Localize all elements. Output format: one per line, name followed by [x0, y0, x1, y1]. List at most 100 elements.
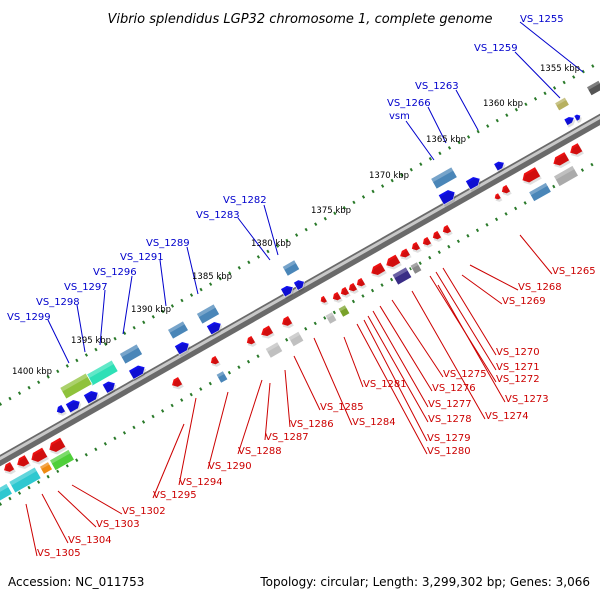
gene-feature-box[interactable] — [281, 259, 301, 277]
reverse-gene-label[interactable]: VS_1295 — [153, 490, 197, 501]
reverse-gene-arrow[interactable] — [551, 151, 571, 171]
reverse-gene-label[interactable]: VS_1304 — [68, 535, 112, 546]
reverse-gene-label[interactable]: VS_1272 — [496, 374, 540, 385]
gene-feature-box[interactable] — [118, 343, 144, 365]
reverse-gene-arrow[interactable] — [441, 224, 453, 238]
gene-feature-box[interactable] — [337, 304, 351, 318]
gene-feature-box[interactable] — [287, 330, 305, 348]
forward-gene-label[interactable]: VS_1283 — [196, 210, 240, 221]
forward-gene-label[interactable]: vsm — [389, 111, 410, 122]
reverse-gene-label[interactable]: VS_1273 — [505, 394, 549, 405]
reverse-gene-label[interactable]: VS_1286 — [290, 419, 334, 430]
forward-gene-arrow[interactable] — [83, 388, 101, 406]
forward-gene-arrow[interactable] — [128, 363, 149, 382]
gene-feature-box[interactable] — [85, 359, 119, 387]
reverse-gene-label[interactable]: VS_1287 — [265, 432, 309, 443]
forward-gene-label[interactable]: VS_1298 — [36, 297, 80, 308]
reverse-gene-arrow[interactable] — [421, 236, 433, 250]
reverse-gene-label[interactable]: VS_1265 — [552, 266, 596, 277]
reverse-gene-arrow[interactable] — [169, 376, 184, 392]
reverse-gene-label[interactable]: VS_1279 — [427, 433, 471, 444]
gene-feature-box[interactable] — [409, 261, 423, 275]
reverse-gene-arrow[interactable] — [398, 247, 412, 262]
reverse-gene-label[interactable]: VS_1284 — [352, 417, 396, 428]
reverse-gene-label[interactable]: VS_1270 — [496, 347, 540, 358]
gene-feature-box[interactable] — [59, 372, 93, 400]
gene-feature-box[interactable] — [430, 166, 458, 190]
gene-feature-box[interactable] — [528, 181, 552, 203]
gene-feature-box[interactable] — [552, 164, 580, 188]
reverse-gene-label[interactable]: VS_1288 — [238, 446, 282, 457]
reverse-gene-label[interactable]: VS_1271 — [496, 362, 540, 373]
gene-feature-box[interactable] — [195, 303, 221, 325]
forward-gene-label[interactable]: VS_1282 — [223, 195, 267, 206]
reverse-gene-label[interactable]: VS_1268 — [518, 282, 562, 293]
reverse-gene-label[interactable]: VS_1302 — [122, 506, 166, 517]
reverse-gene-label[interactable]: VS_1269 — [502, 296, 546, 307]
reverse-gene-arrow[interactable] — [347, 282, 359, 296]
gene-feature-box[interactable] — [38, 461, 54, 475]
reverse-gene-label[interactable]: VS_1275 — [443, 369, 487, 380]
forward-gene-arrow[interactable] — [465, 174, 483, 192]
reverse-gene-label[interactable]: VS_1303 — [96, 519, 140, 530]
reverse-gene-arrow[interactable] — [368, 261, 387, 280]
reverse-gene-arrow[interactable] — [319, 295, 329, 306]
gene-feature-box[interactable] — [391, 266, 413, 286]
reverse-gene-arrow[interactable] — [383, 253, 402, 272]
reverse-gene-label[interactable]: VS_1276 — [432, 383, 476, 394]
reverse-gene-arrow[interactable] — [339, 286, 351, 300]
reverse-gene-arrow[interactable] — [493, 192, 503, 203]
reverse-gene-arrow[interactable] — [14, 454, 31, 472]
forward-gene-arrow[interactable] — [573, 113, 583, 124]
reverse-gene-arrow[interactable] — [209, 355, 221, 369]
reverse-gene-arrow[interactable] — [46, 436, 67, 457]
reverse-gene-label[interactable]: VS_1285 — [320, 402, 364, 413]
forward-gene-arrow[interactable] — [55, 404, 67, 418]
gene-feature-box[interactable] — [324, 311, 338, 325]
reverse-gene-label[interactable]: VS_1280 — [427, 446, 471, 457]
gene-feature-box[interactable] — [554, 96, 570, 112]
forward-gene-arrow[interactable] — [101, 379, 119, 396]
reverse-gene-arrow[interactable] — [410, 241, 422, 255]
gene-feature-box[interactable] — [166, 320, 190, 340]
forward-gene-label[interactable]: VS_1299 — [7, 312, 51, 323]
forward-gene-label[interactable]: VS_1263 — [415, 81, 459, 92]
forward-gene-label[interactable]: VS_1297 — [64, 282, 108, 293]
reverse-gene-label[interactable]: VS_1294 — [179, 477, 223, 488]
gene-feature-box[interactable] — [585, 79, 600, 97]
reverse-gene-arrow[interactable] — [245, 335, 257, 349]
reverse-gene-arrow[interactable] — [355, 277, 367, 291]
reverse-gene-label[interactable]: VS_1278 — [428, 414, 472, 425]
reverse-gene-label[interactable]: VS_1305 — [37, 548, 81, 559]
forward-gene-arrow[interactable] — [174, 339, 192, 357]
forward-gene-arrow[interactable] — [293, 278, 307, 293]
reverse-gene-arrow[interactable] — [431, 230, 443, 244]
reverse-gene-arrow[interactable] — [567, 142, 584, 160]
forward-gene-label[interactable]: VS_1259 — [474, 43, 518, 54]
reverse-gene-arrow[interactable] — [519, 166, 542, 188]
reverse-gene-arrow[interactable] — [500, 184, 512, 198]
gene-feature-box[interactable] — [264, 341, 284, 359]
forward-gene-label[interactable]: VS_1289 — [146, 238, 190, 249]
forward-gene-arrow[interactable] — [206, 319, 224, 337]
forward-gene-label[interactable]: VS_1266 — [387, 98, 431, 109]
forward-gene-arrow[interactable] — [280, 283, 297, 300]
reverse-gene-arrow[interactable] — [331, 291, 343, 305]
gene-feature-box[interactable] — [0, 482, 14, 506]
forward-gene-arrow[interactable] — [65, 397, 83, 415]
forward-gene-arrow[interactable] — [493, 159, 508, 174]
gene-feature-box[interactable] — [215, 370, 229, 384]
forward-gene-arrow[interactable] — [437, 187, 459, 207]
reverse-gene-arrow[interactable] — [259, 324, 275, 341]
gene-feature-box[interactable] — [8, 466, 42, 494]
reverse-gene-arrow[interactable] — [28, 446, 49, 467]
reverse-gene-arrow[interactable] — [279, 315, 294, 331]
reverse-gene-label[interactable]: VS_1277 — [428, 399, 472, 410]
reverse-gene-label[interactable]: VS_1281 — [363, 379, 407, 390]
forward-gene-label[interactable]: VS_1291 — [120, 252, 164, 263]
forward-gene-label[interactable]: VS_1255 — [520, 14, 564, 25]
reverse-gene-arrow[interactable] — [1, 461, 16, 477]
forward-gene-arrow[interactable] — [563, 114, 577, 128]
forward-gene-label[interactable]: VS_1296 — [93, 267, 137, 278]
reverse-gene-label[interactable]: VS_1290 — [208, 461, 252, 472]
